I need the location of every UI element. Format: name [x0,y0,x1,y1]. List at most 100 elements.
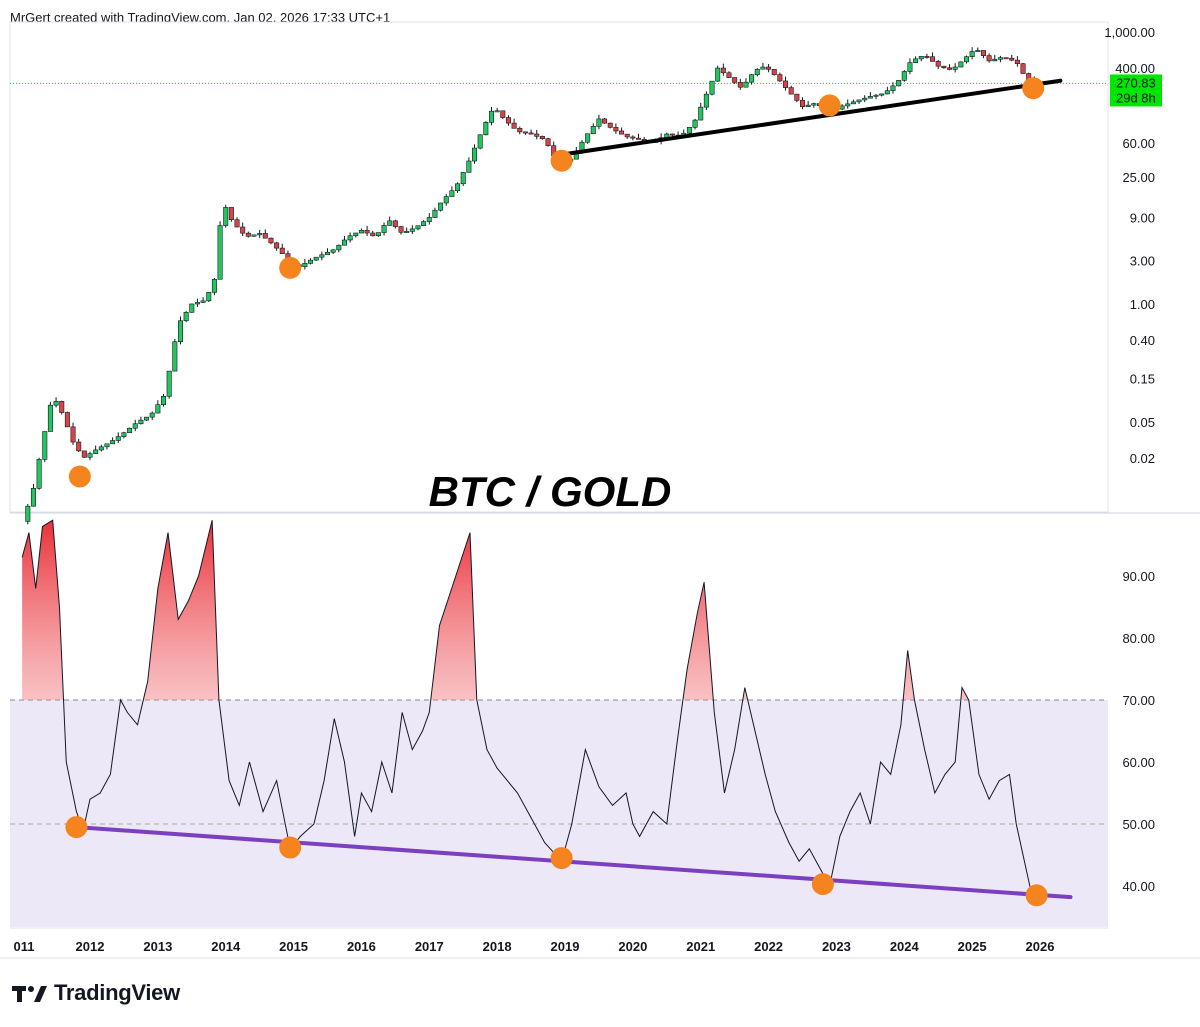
candle [636,133,642,140]
candle [421,220,427,227]
candle-body-up [686,127,692,134]
candle [121,431,127,439]
x-tick-label: 2016 [347,939,376,954]
candle-body-up [121,432,127,437]
candle-body-up [166,370,172,397]
candle-body-up [472,147,478,162]
candle-body-up [805,104,811,107]
candle [1003,57,1009,60]
x-tick-label: 2014 [211,939,241,954]
candle [602,117,608,124]
candle [935,59,941,70]
candle-body-up [42,431,48,460]
rsi-pane: 90.00 80.00 70.00 60.00 50.00 40.00 [10,519,1155,927]
rsi-band [10,700,1108,927]
candle [760,62,766,70]
price-y-tick-label: 0.40 [1130,333,1155,348]
price-bottom-marker [279,256,302,279]
candle [319,251,325,261]
candle [754,68,760,77]
candle-body-up [760,66,766,70]
candle [488,106,494,126]
current-price-badge [1110,74,1162,107]
candle-body-up [115,436,121,441]
candle [845,99,851,109]
candle [149,411,155,421]
candle [856,99,862,104]
candle [692,118,698,130]
candle-body-up [161,396,167,405]
candle [257,229,263,238]
candle [483,121,489,136]
candle-body-up [692,119,698,128]
rsi-y-tick-label: 70.00 [1122,693,1155,708]
candle-body-down [947,67,953,70]
candle [110,437,116,445]
candle-body-up [952,66,958,70]
candle-body-up [302,263,308,267]
candle [341,235,347,246]
candle-body-down [766,66,772,70]
candle [127,427,133,434]
x-axis: 011 2012 2013 2014 2015 2016 2017 2018 2019 2020 2… [0,927,1200,959]
candle-body-up [324,252,330,256]
candle-body-down [788,87,794,95]
candle-body-down [771,69,777,75]
x-tick-label: 2026 [1026,939,1055,954]
candle-body-up [896,80,902,87]
candle-body-up [144,416,150,421]
candle-body-up [183,312,189,322]
candle-body-down [534,133,540,137]
candle [811,102,817,108]
candle-body-up [709,80,715,95]
price-pane: 1,000.00 400.00 60.00 25.00 9.00 3.00 1.00 0.40… [9,21,1200,525]
candle [545,137,551,147]
candle [737,78,743,90]
candle-body-up [409,228,415,232]
chart-header: MrGert created with TradingView.com, Jan… [10,10,391,25]
x-tick-label: 2024 [890,939,920,954]
candle-body-up [455,183,461,192]
candle-body-down [630,136,636,139]
candle-body-up [155,404,161,414]
candle-body-up [975,50,981,52]
candle-body-up [494,110,500,113]
candle-body-up [890,85,896,91]
candle [958,61,964,68]
candle-body-down [364,229,370,234]
candle-body-up [873,94,879,97]
tradingview-logo: TradingView [12,980,180,1006]
candle [200,297,206,304]
candle-body-up [257,233,263,236]
x-tick-label: 2022 [754,939,783,954]
candle-body-up [404,231,410,233]
x-tick-label: 2012 [76,939,105,954]
candle [517,126,523,135]
candle [144,416,150,422]
candle-body-down [228,207,234,220]
candle [799,97,805,110]
candle-body-up [867,96,873,99]
candle-body-up [997,57,1003,60]
countdown-label: 29d 8h [1116,90,1156,105]
candle-body-up [251,234,257,237]
candle-body-up [172,341,178,372]
candle-body-up [992,58,998,62]
candle-body-up [958,61,964,68]
candle [1020,62,1026,74]
candle [534,129,540,140]
candle [87,451,93,461]
candle-body-up [856,99,862,103]
candle [460,172,466,186]
candle-body-up [330,249,336,253]
candle [511,118,517,129]
candle-body-up [47,404,53,432]
candle-body-down [732,77,738,83]
candle-body-down [539,136,545,139]
candle-body-down [607,122,613,128]
candle [183,311,189,323]
tradingview-logo-text: TradingView [54,980,180,1005]
candle [698,102,704,121]
candle-body-up [466,160,472,173]
